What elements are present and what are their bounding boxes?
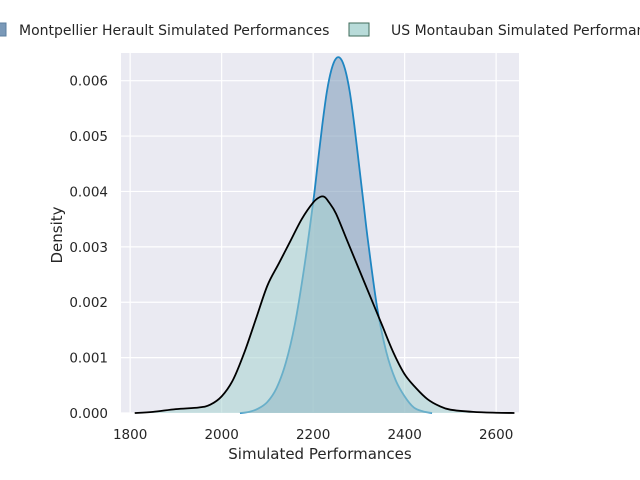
x-tick-labels: 1800 2000 2200 2400 2600	[113, 427, 513, 443]
y-tick-label: 0.005	[69, 129, 108, 145]
y-tick-label: 0.002	[69, 295, 108, 311]
legend-swatch	[348, 22, 370, 37]
x-tick-label: 2000	[204, 427, 238, 443]
series-montauban-line	[134, 195, 515, 414]
y-tick-label: 0.001	[69, 351, 108, 367]
series-montauban	[134, 195, 515, 414]
x-tick-label: 2600	[479, 427, 513, 443]
series-montauban-area	[134, 196, 515, 413]
y-tick-label: 0.003	[69, 240, 108, 256]
legend: Montpellier Herault Simulated Performanc…	[0, 22, 640, 39]
legend-label: Montpellier Herault Simulated Performanc…	[19, 23, 329, 39]
legend-label: US Montauban Simulated Performances	[391, 23, 640, 39]
y-tick-label: 0.000	[69, 406, 108, 422]
legend-swatch	[0, 22, 7, 37]
y-tick-label: 0.004	[69, 184, 108, 200]
y-tick-label: 0.006	[69, 74, 108, 90]
y-axis-label: Density	[48, 206, 66, 263]
x-tick-label: 1800	[113, 427, 147, 443]
legend-item-montpellier: Montpellier Herault Simulated Performanc…	[0, 22, 329, 39]
density-areas	[134, 56, 515, 414]
x-axis-label: Simulated Performances	[228, 445, 412, 463]
x-tick-label: 2400	[387, 427, 421, 443]
x-tick-label: 2200	[296, 427, 330, 443]
legend-item-montauban: US Montauban Simulated Performances	[348, 22, 640, 39]
y-tick-labels: 0.000 0.001 0.002 0.003 0.004 0.005 0.006	[69, 74, 108, 422]
